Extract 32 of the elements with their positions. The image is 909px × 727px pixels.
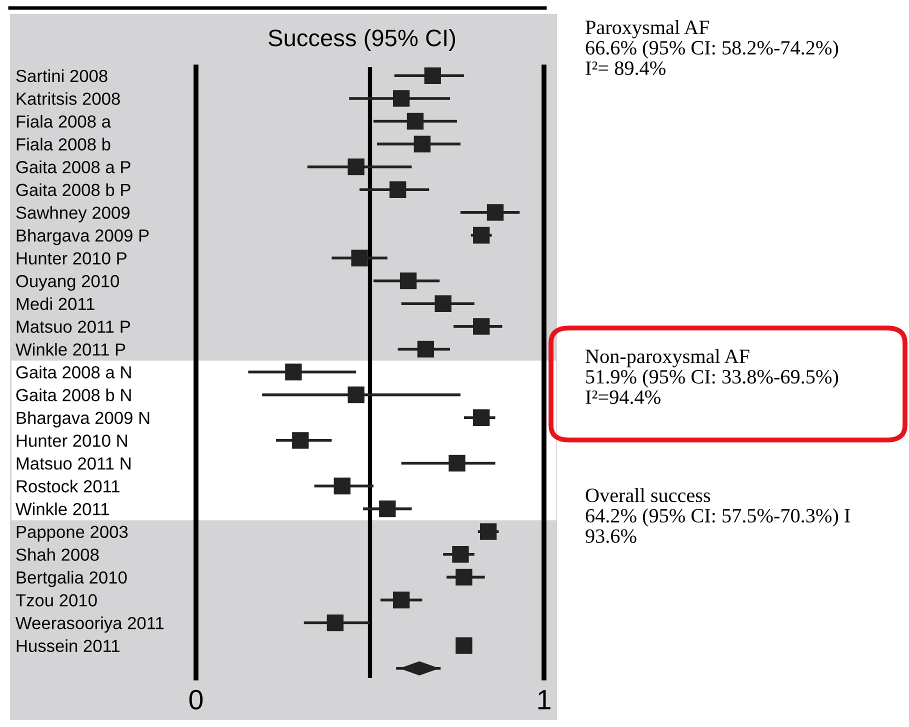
y-tick-label: Hunter 2010 N bbox=[16, 434, 127, 447]
y-tick-label: Bhargava 2009 N bbox=[16, 411, 150, 428]
y-tick-label: Gaita 2008 b N bbox=[16, 388, 131, 402]
y-tick-label: Tzou 2010 bbox=[16, 594, 97, 606]
y-tick-label: Hussein 2011 bbox=[16, 639, 120, 652]
y-tick-label: Weerasooriya 2011 bbox=[16, 616, 164, 633]
y-tick-label: Ouyang 2010 bbox=[16, 275, 120, 291]
y-tick-label: Hunter 2010 P bbox=[16, 252, 126, 264]
y-tick-label: Fiala 2008 b bbox=[16, 138, 110, 151]
y-tick-label: Matsuo 2011 N bbox=[16, 457, 130, 470]
y-tick-label: Winkle 2011 P bbox=[16, 342, 126, 356]
y-tick-label: Fiala 2008 a bbox=[16, 114, 111, 128]
y-tick-label: Shah 2008 bbox=[16, 548, 99, 561]
x-tick-label: 1 bbox=[538, 690, 550, 710]
y-tick-label: Katritsis 2008 bbox=[16, 92, 120, 105]
y-tick-label: Sartini 2008 bbox=[16, 69, 108, 82]
y-tick-label: Pappone 2003 bbox=[16, 526, 128, 542]
text: Non-paroxysmal AF 51.9% (95% CI: 33.8%-69.5%) I²=94.4% bbox=[586, 349, 838, 404]
y-tick-label: Matsuo 2011 P bbox=[16, 320, 130, 333]
y-tick-label: Medi 2011 bbox=[16, 297, 94, 310]
chart-title: Success (95% CI) bbox=[268, 28, 456, 51]
y-tick-label: Winkle 2011 bbox=[16, 502, 109, 516]
text: Overall success 64.2% (95% CI: 57.5%-70.3%) I 93.6% bbox=[586, 488, 850, 543]
y-tick-label: Gaita 2008 a N bbox=[16, 366, 131, 378]
y-tick-label: Rostock 2011 bbox=[16, 480, 120, 492]
text: Paroxysmal AF 66.6% (95% CI: 58.2%-74.2%) I²= 89.4% bbox=[586, 20, 838, 76]
x-tick-label: 0 bbox=[189, 690, 203, 710]
y-tick-label: Gaita 2008 b P bbox=[16, 183, 130, 196]
y-tick-label: Sawhney 2009 bbox=[16, 206, 130, 222]
y-tick-label: Bertgalia 2010 bbox=[16, 570, 127, 588]
y-tick-label: Bhargava 2009 P bbox=[16, 228, 149, 246]
y-tick-label: Gaita 2008 a P bbox=[16, 160, 130, 174]
